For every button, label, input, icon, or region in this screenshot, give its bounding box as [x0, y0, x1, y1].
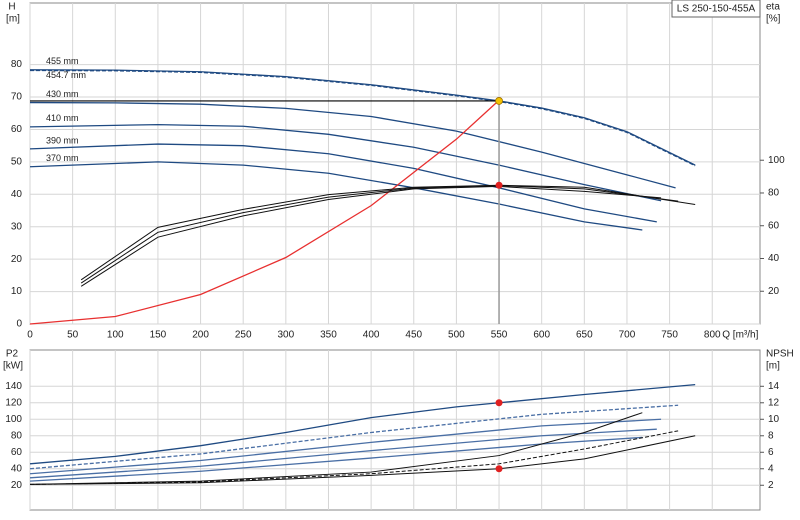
curve — [29, 123, 662, 202]
curve-label: 370 mm — [46, 153, 79, 163]
x-tick-label: 650 — [576, 330, 593, 341]
x-tick-label: 450 — [405, 330, 422, 341]
duty-point — [495, 181, 503, 189]
curve — [29, 418, 662, 475]
curve — [29, 383, 696, 465]
y2-axis-unit: [m] — [766, 361, 780, 372]
title-box — [671, 0, 761, 18]
curve — [29, 161, 643, 231]
y2-tick-label: 40 — [768, 253, 780, 264]
y-tick-label: 10 — [11, 286, 23, 297]
x-tick-label: 200 — [192, 330, 209, 341]
curve — [29, 430, 679, 485]
y-tick-label: 60 — [11, 447, 23, 458]
curve — [80, 184, 696, 281]
y-tick-label: 40 — [11, 189, 23, 200]
y2-tick-label: 4 — [768, 463, 774, 474]
y-tick-label: 20 — [11, 254, 23, 265]
y-axis-label: H — [8, 2, 15, 13]
duty-point — [495, 465, 503, 473]
x-tick-label: 0 — [27, 330, 33, 341]
y-tick-label: 100 — [5, 414, 22, 425]
curve — [29, 143, 657, 223]
curve — [80, 185, 679, 284]
curve — [29, 435, 696, 485]
y2-tick-label: 10 — [768, 414, 780, 425]
curve — [29, 404, 679, 470]
y-tick-label: 50 — [11, 157, 23, 168]
y-tick-label: 0 — [16, 319, 22, 330]
x-tick-label: 800 — [704, 330, 721, 341]
y-tick-label: 80 — [11, 59, 23, 70]
x-tick-label: 250 — [235, 330, 252, 341]
y2-axis-label: NPSH — [766, 349, 794, 360]
x-tick-label: 600 — [533, 330, 550, 341]
curve-label: 455 mm — [46, 56, 79, 66]
x-tick-label: 100 — [107, 330, 124, 341]
y-tick-label: 140 — [5, 381, 22, 392]
y2-tick-label: 100 — [768, 155, 785, 166]
y2-axis-label: eta — [766, 2, 780, 13]
curve — [29, 69, 696, 167]
y-tick-label: 30 — [11, 221, 23, 232]
y2-axis-unit: [%] — [766, 14, 781, 25]
x-tick-label: 400 — [363, 330, 380, 341]
x-tick-label: 50 — [67, 330, 79, 341]
x-tick-label: 750 — [661, 330, 678, 341]
x-tick-label: 550 — [491, 330, 508, 341]
curve — [29, 436, 643, 482]
y-tick-label: 80 — [11, 430, 23, 441]
x-tick-label: 700 — [619, 330, 636, 341]
y2-tick-label: 14 — [768, 381, 780, 392]
y-tick-label: 70 — [11, 92, 23, 103]
y-tick-label: 40 — [11, 463, 23, 474]
x-tick-label: 500 — [448, 330, 465, 341]
curve — [29, 101, 676, 189]
curve-label: 410 mm — [46, 113, 79, 123]
y-tick-label: 60 — [11, 124, 23, 135]
x-tick-label: 350 — [320, 330, 337, 341]
y2-tick-label: 8 — [768, 430, 774, 441]
y-axis-label: P2 — [6, 349, 19, 360]
curve-label: 454.7 mm — [46, 70, 86, 80]
x-tick-label: 300 — [277, 330, 294, 341]
y-tick-label: 20 — [11, 480, 23, 491]
duty-point — [495, 97, 503, 105]
y2-tick-label: 80 — [768, 188, 780, 199]
y-axis-unit: [kW] — [3, 361, 23, 372]
curve — [29, 99, 500, 325]
y-axis-unit: [m] — [6, 14, 20, 25]
curve — [80, 185, 662, 287]
duty-point — [495, 399, 503, 407]
y2-tick-label: 6 — [768, 447, 774, 458]
x-axis-label: Q [m³/h] — [722, 330, 758, 341]
plot-area — [29, 2, 761, 325]
curve-label: 430 mm — [46, 89, 79, 99]
curve — [29, 412, 643, 485]
y2-tick-label: 60 — [768, 220, 780, 231]
y2-tick-label: 12 — [768, 397, 780, 408]
y2-tick-label: 20 — [768, 286, 780, 297]
x-tick-label: 150 — [150, 330, 167, 341]
chart-title: LS 250-150-455A — [677, 4, 756, 15]
curve-label: 390 mm — [46, 135, 79, 145]
y-tick-label: 120 — [5, 397, 22, 408]
y2-tick-label: 2 — [768, 480, 774, 491]
